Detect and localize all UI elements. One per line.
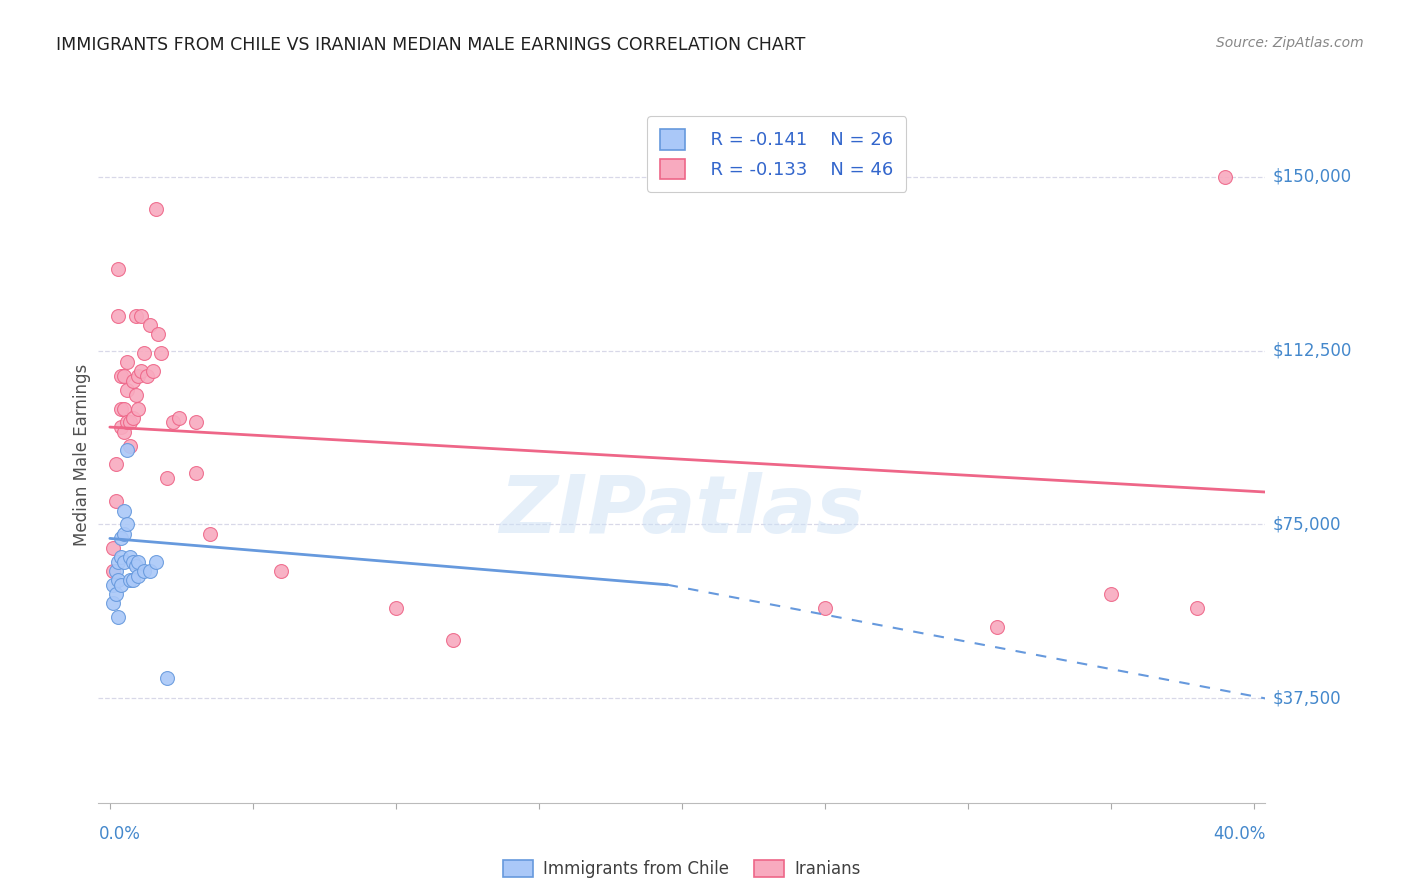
- Point: [124, 559, 146, 574]
- Point: [104, 457, 127, 471]
- Point: [441, 633, 464, 648]
- Text: $150,000: $150,000: [1272, 168, 1351, 186]
- Text: IMMIGRANTS FROM CHILE VS IRANIAN MEDIAN MALE EARNINGS CORRELATION CHART: IMMIGRANTS FROM CHILE VS IRANIAN MEDIAN …: [56, 36, 806, 54]
- Point: [127, 401, 149, 416]
- Point: [156, 671, 179, 685]
- Point: [148, 327, 170, 342]
- Point: [110, 420, 132, 434]
- Point: [145, 555, 167, 569]
- Point: [118, 549, 141, 564]
- Point: [118, 573, 141, 587]
- Point: [112, 369, 135, 384]
- Point: [110, 401, 132, 416]
- Point: [127, 555, 149, 569]
- Point: [115, 517, 138, 532]
- Point: [107, 262, 129, 277]
- Point: [112, 555, 135, 569]
- Point: [127, 568, 149, 582]
- Point: [115, 416, 138, 430]
- Point: [131, 309, 153, 323]
- Point: [107, 573, 129, 587]
- Point: [156, 471, 179, 485]
- Point: [198, 526, 221, 541]
- Point: [814, 601, 837, 615]
- Point: [1185, 601, 1208, 615]
- Point: [385, 601, 408, 615]
- Legend: Immigrants from Chile, Iranians: Immigrants from Chile, Iranians: [496, 854, 868, 885]
- Point: [121, 374, 143, 388]
- Text: $75,000: $75,000: [1272, 516, 1341, 533]
- Point: [124, 309, 146, 323]
- Point: [104, 494, 127, 508]
- Point: [107, 555, 129, 569]
- Point: [104, 587, 127, 601]
- Point: [112, 503, 135, 517]
- Point: [110, 549, 132, 564]
- Point: [110, 532, 132, 546]
- Text: $112,500: $112,500: [1272, 342, 1351, 359]
- Point: [118, 439, 141, 453]
- Point: [110, 578, 132, 592]
- Point: [1099, 587, 1122, 601]
- Point: [184, 467, 207, 481]
- Point: [121, 555, 143, 569]
- Point: [162, 416, 184, 430]
- Point: [145, 202, 167, 216]
- Point: [115, 443, 138, 458]
- Point: [986, 619, 1008, 633]
- Point: [101, 596, 124, 610]
- Point: [150, 346, 173, 360]
- Point: [101, 541, 124, 555]
- Point: [127, 369, 149, 384]
- Point: [107, 610, 129, 624]
- Point: [270, 564, 292, 578]
- Point: [101, 578, 124, 592]
- Text: Source: ZipAtlas.com: Source: ZipAtlas.com: [1216, 36, 1364, 50]
- Text: 0.0%: 0.0%: [98, 825, 141, 843]
- Point: [115, 355, 138, 369]
- Point: [136, 369, 159, 384]
- Point: [134, 346, 156, 360]
- Point: [112, 526, 135, 541]
- Text: ZIPatlas: ZIPatlas: [499, 472, 865, 549]
- Point: [121, 410, 143, 425]
- Point: [167, 410, 190, 425]
- Point: [104, 564, 127, 578]
- Point: [134, 564, 156, 578]
- Point: [124, 387, 146, 401]
- Point: [142, 364, 165, 378]
- Point: [101, 564, 124, 578]
- Y-axis label: Median Male Earnings: Median Male Earnings: [73, 364, 91, 546]
- Text: 40.0%: 40.0%: [1213, 825, 1265, 843]
- Point: [110, 369, 132, 384]
- Point: [112, 425, 135, 439]
- Point: [121, 573, 143, 587]
- Text: $37,500: $37,500: [1272, 690, 1341, 707]
- Point: [139, 318, 162, 332]
- Point: [118, 416, 141, 430]
- Point: [184, 416, 207, 430]
- Point: [131, 364, 153, 378]
- Point: [107, 309, 129, 323]
- Point: [115, 383, 138, 397]
- Point: [112, 401, 135, 416]
- Point: [139, 564, 162, 578]
- Point: [1215, 169, 1237, 184]
